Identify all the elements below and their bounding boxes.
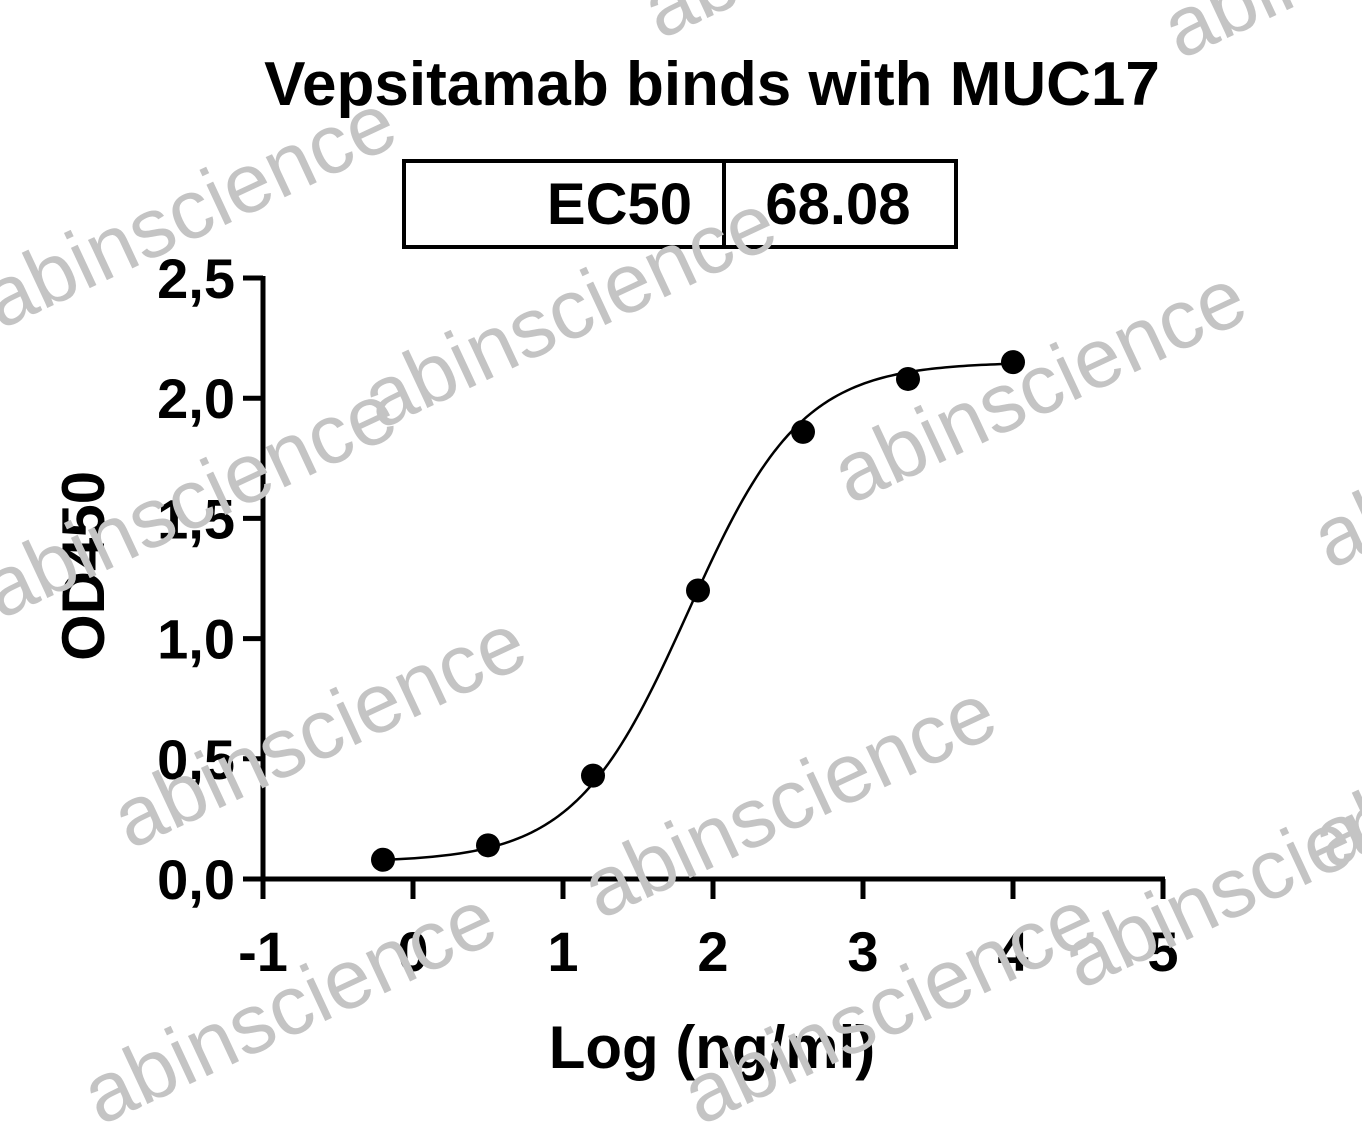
watermark-text: abinscience — [68, 870, 510, 1126]
ec50-table: EC50 68.08 — [402, 159, 958, 249]
x-axis-label: Log (ng/ml) — [549, 1014, 876, 1081]
y-tick-label: 0,5 — [157, 728, 235, 791]
y-tick-label: 1,0 — [157, 608, 235, 671]
watermark-text: abinscience — [1148, 0, 1362, 76]
data-point — [896, 366, 920, 391]
data-point — [581, 763, 605, 788]
x-tick-label: 2 — [697, 920, 728, 983]
x-tick-label: -1 — [238, 920, 288, 983]
data-point — [1001, 350, 1025, 375]
x-tick-label: 1 — [547, 920, 578, 983]
data-point — [371, 847, 395, 872]
watermark-text: abinscience — [668, 870, 1110, 1126]
watermark-text: abinscience — [1298, 314, 1362, 587]
x-tick-label: 5 — [1147, 920, 1178, 983]
watermark-text: abinscience — [568, 664, 1010, 937]
x-tick-label: 3 — [847, 920, 878, 983]
y-axis-label: OD450 — [50, 471, 117, 661]
data-point — [476, 833, 500, 858]
ec50-label: EC50 — [547, 172, 692, 237]
tick-labels: -1 0 1 2 3 4 5 0,0 0,5 1,0 1,5 2,0 2,5 — [157, 247, 1178, 983]
ec50-value: 68.08 — [765, 172, 910, 237]
data-point — [686, 578, 710, 603]
data-point — [791, 419, 815, 444]
chart-title: Vepsitamab binds with MUC17 — [264, 50, 1160, 119]
watermark-text: abinscience — [628, 0, 1070, 56]
y-tick-label: 1,5 — [157, 487, 235, 550]
x-tick-label: 4 — [997, 920, 1028, 983]
y-tick-label: 2,5 — [157, 247, 235, 310]
watermark-text: abinscience — [1048, 734, 1362, 1007]
data-points — [371, 350, 1025, 872]
y-tick-label: 0,0 — [157, 848, 235, 911]
axis-ticks — [243, 275, 1166, 899]
ec50-table-border — [402, 159, 958, 249]
y-tick-label: 2,0 — [157, 367, 235, 430]
watermark-text: abinscience — [818, 249, 1260, 522]
x-tick-label: 0 — [397, 920, 428, 983]
